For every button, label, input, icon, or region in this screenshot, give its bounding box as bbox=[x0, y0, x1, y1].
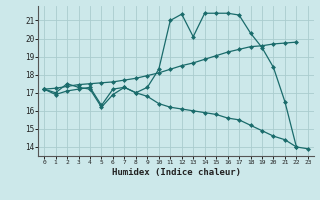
X-axis label: Humidex (Indice chaleur): Humidex (Indice chaleur) bbox=[111, 168, 241, 177]
